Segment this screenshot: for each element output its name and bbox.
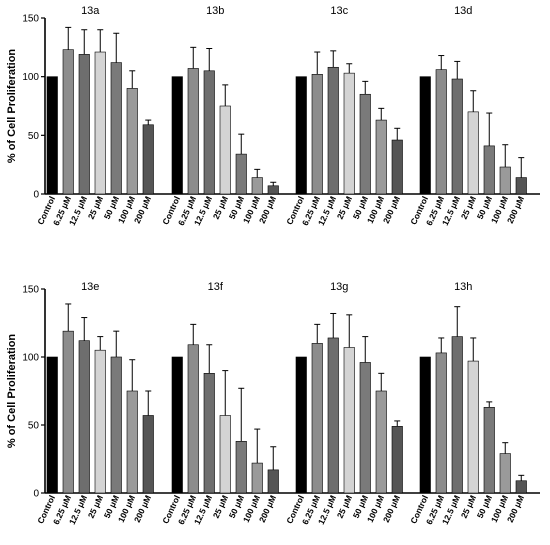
panel-title: 13g (330, 281, 348, 293)
bar (235, 441, 247, 494)
bar (203, 373, 215, 494)
bar (46, 76, 58, 195)
y-tick-label: 100 (22, 72, 39, 83)
bar (467, 360, 479, 494)
y-tick-label: 150 (22, 285, 39, 296)
bar (451, 78, 463, 195)
bar (375, 119, 387, 195)
panel-title: 13e (81, 281, 99, 293)
y-tick-label: 0 (33, 489, 39, 500)
bar (391, 139, 403, 195)
bar (359, 362, 371, 494)
bar (483, 145, 495, 195)
bar (451, 336, 463, 494)
bar (171, 76, 183, 195)
bar (235, 153, 247, 195)
bar (499, 166, 511, 195)
bar (343, 72, 355, 195)
bar (110, 62, 122, 195)
bar (375, 390, 387, 494)
bar (46, 356, 58, 494)
bar (435, 69, 447, 195)
bar (203, 70, 215, 195)
bar (251, 177, 263, 195)
bar (327, 337, 339, 494)
bar (295, 76, 307, 195)
bar (295, 356, 307, 494)
bar (219, 105, 231, 195)
bar (142, 415, 154, 494)
bar (311, 74, 323, 195)
bar (515, 177, 527, 195)
bar (419, 76, 431, 195)
bar (515, 480, 527, 494)
bar (467, 111, 479, 195)
bar (78, 340, 90, 494)
panel-title: 13d (454, 5, 472, 17)
bar (187, 68, 199, 195)
y-tick-label: 150 (22, 14, 39, 25)
bar (359, 93, 371, 195)
panel-title: 13h (454, 281, 472, 293)
bar (94, 51, 106, 195)
bar (251, 462, 263, 494)
y-tick-label: 0 (33, 190, 39, 201)
bar (219, 415, 231, 494)
y-axis-label: % of Cell Proliferation (6, 334, 18, 449)
panel-title: 13b (206, 5, 224, 17)
bar (483, 407, 495, 494)
bar (62, 330, 74, 494)
bar (171, 356, 183, 494)
bar (94, 349, 106, 494)
y-axis-label: % of Cell Proliferation (6, 49, 18, 164)
bar (267, 185, 279, 195)
y-tick-label: 50 (28, 421, 40, 432)
bar (142, 124, 154, 195)
y-tick-label: 100 (22, 353, 39, 364)
bar (62, 49, 74, 195)
y-tick-label: 50 (28, 131, 40, 142)
bar (126, 88, 138, 195)
panel-title: 13f (208, 281, 224, 293)
bar (391, 426, 403, 494)
bar (187, 344, 199, 494)
bar (343, 347, 355, 494)
bar (499, 453, 511, 494)
bar (435, 352, 447, 494)
panel-title: 13a (81, 5, 100, 17)
panel-title: 13c (330, 5, 348, 17)
bar (78, 54, 90, 195)
bar (267, 469, 279, 494)
bar (419, 356, 431, 494)
bar (110, 356, 122, 494)
bar (311, 343, 323, 494)
bar (327, 66, 339, 195)
bar (126, 390, 138, 494)
